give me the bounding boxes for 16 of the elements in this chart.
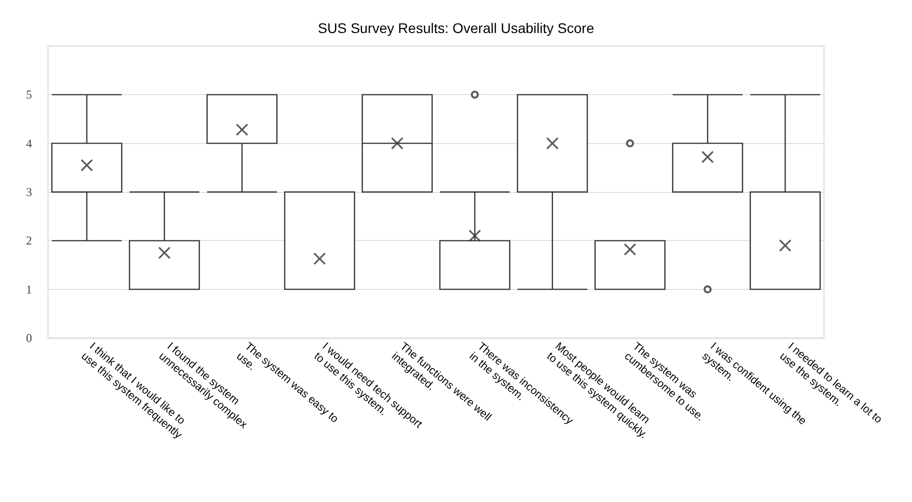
point [80,159,93,172]
point [314,252,326,265]
point [624,243,636,256]
point [702,150,714,163]
y-tick-label: 1 [26,282,32,296]
y-tick-label: 0 [26,331,32,345]
point [391,137,404,150]
chart-title: SUS Survey Results: Overall Usability Score [318,20,594,36]
point [779,240,792,252]
y-tick-label: 2 [26,234,32,248]
point [546,137,558,150]
point [468,230,481,242]
y-tick-label: 4 [26,136,32,150]
y-tick-label: 3 [26,185,32,199]
y-tick-label: 5 [26,88,32,102]
point [158,246,170,259]
